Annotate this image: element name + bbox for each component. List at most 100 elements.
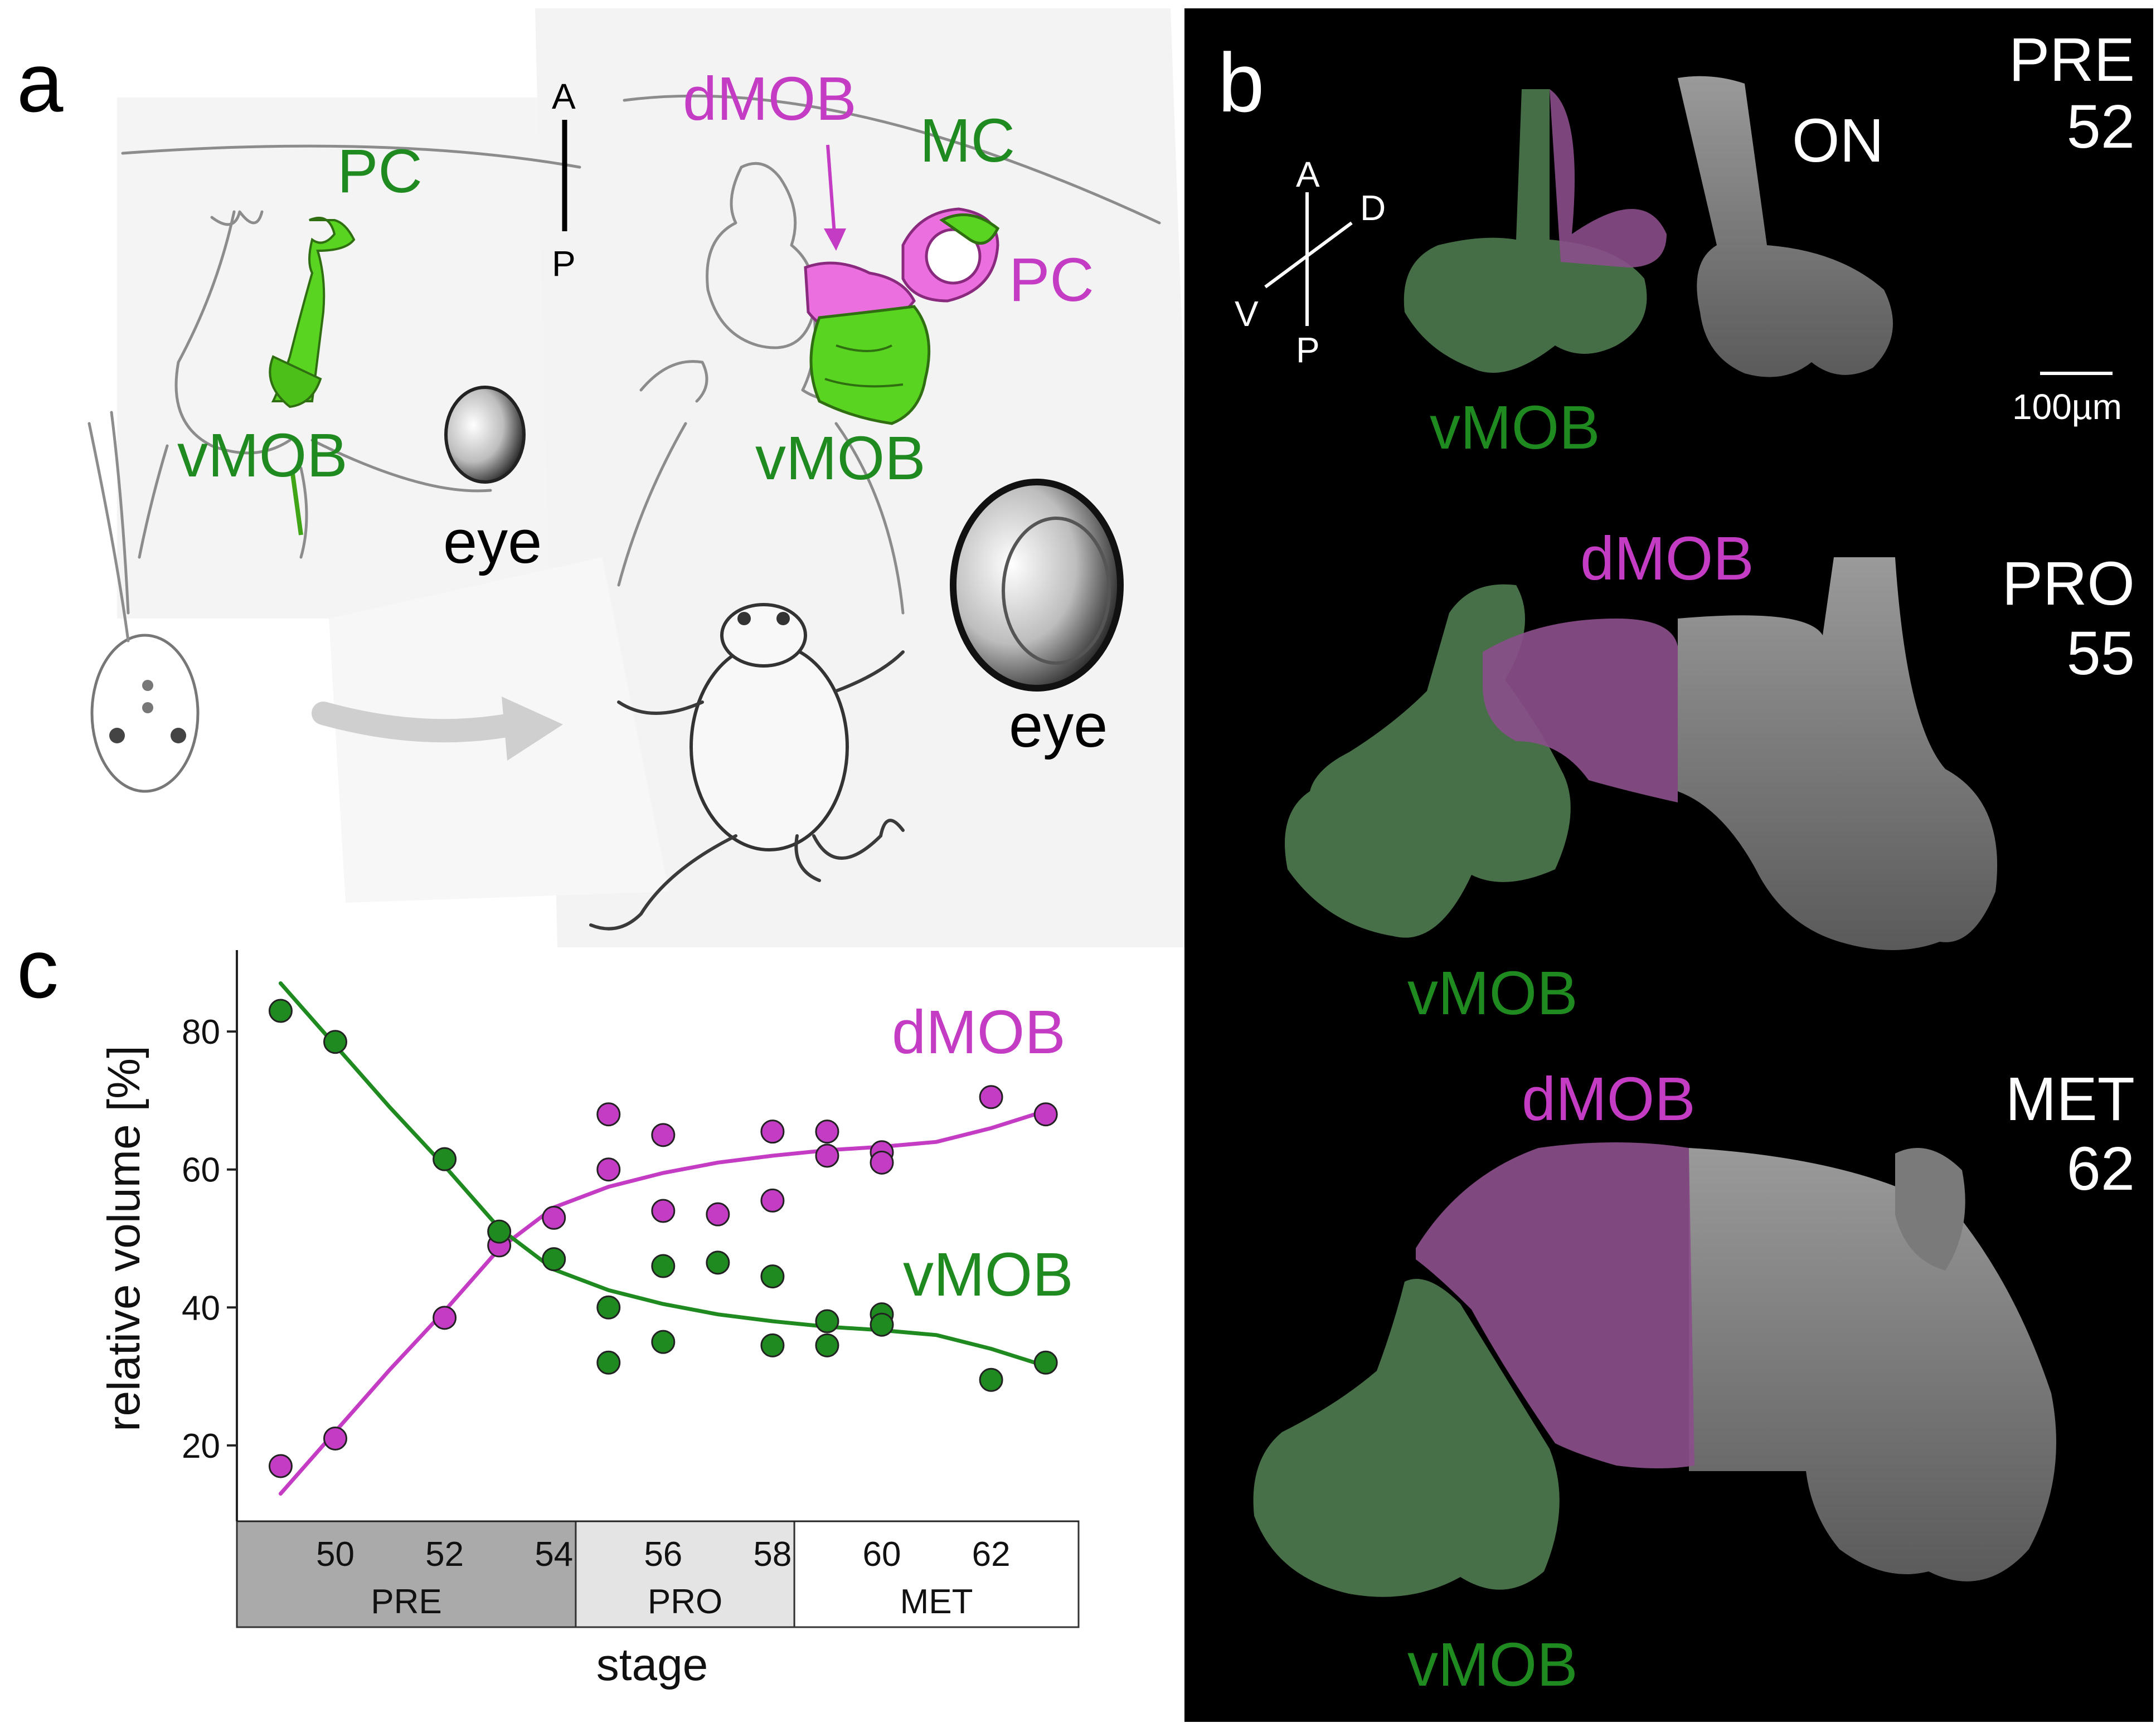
dmob-data-point <box>651 1123 676 1147</box>
dmob-data-point <box>760 1188 785 1213</box>
pre-stage-name: PRE <box>2009 26 2135 94</box>
stage-band-label-pro: PRO <box>648 1583 722 1621</box>
pre-dmob-overlay <box>1550 89 1667 267</box>
x-tick-label: 52 <box>425 1535 464 1574</box>
frog-eye-label: eye <box>1009 692 1108 760</box>
axis-dorsal: D <box>1360 188 1386 228</box>
dmob-data-point <box>1033 1102 1058 1127</box>
vmob-data-point <box>760 1333 785 1357</box>
tadpole-pc-label: PC <box>337 137 423 206</box>
vmob-data-point <box>323 1030 347 1054</box>
frog-mob-highlight <box>804 207 1000 425</box>
dmob-data-point <box>706 1202 730 1226</box>
pro-stage-name: PRO <box>2002 549 2135 618</box>
met-vmob-label: vMOB <box>1407 1630 1578 1699</box>
axis-anterior: A <box>1296 154 1320 194</box>
dmob-data-point <box>596 1102 621 1127</box>
stage-band-label-met: MET <box>900 1583 973 1621</box>
micrograph-pre: ON vMOB PRE 52 <box>1404 26 2135 462</box>
tadpole-eye-sketch <box>444 386 526 484</box>
vmob-data-point <box>542 1247 566 1272</box>
dmob-data-point <box>815 1143 839 1168</box>
frog-vmob-label: vMOB <box>755 424 926 493</box>
froglet-sketch <box>589 603 905 931</box>
vmob-data-point <box>596 1350 621 1375</box>
dmob-data-point <box>870 1150 894 1175</box>
met-stage-number: 62 <box>2067 1135 2135 1203</box>
vmob-series-label: vMOB <box>903 1240 1074 1309</box>
panel-b: b A P D V ON vMOB PRE 52 100µm dMOB <box>1184 8 2153 1722</box>
tadpole-vmob-label: vMOB <box>177 421 348 490</box>
vmob-data-point <box>870 1312 894 1337</box>
dmob-data-point <box>323 1426 347 1451</box>
tadpole-brain-sketch <box>88 144 581 793</box>
pro-dmob-overlay <box>1483 619 1678 802</box>
frog-mc-label: MC <box>920 106 1015 175</box>
panel-a-letter: a <box>17 36 64 129</box>
vmob-data-point <box>979 1367 1003 1392</box>
pre-vmob-label: vMOB <box>1430 393 1600 462</box>
met-vmob-overlay <box>1253 1279 1560 1597</box>
x-tick-label: 50 <box>316 1535 355 1574</box>
vmob-data-point <box>706 1250 730 1275</box>
y-tick-label: 80 <box>182 1013 220 1052</box>
dmob-pointer-line <box>826 144 836 235</box>
x-tick-label: 56 <box>644 1535 682 1574</box>
x-tick-label: 54 <box>535 1535 573 1574</box>
x-tick-label: 62 <box>972 1535 1011 1574</box>
axis-posterior: P <box>1296 330 1320 370</box>
met-on-stump <box>1895 1148 1965 1271</box>
vmob-data-point <box>268 999 293 1023</box>
development-arrow-head <box>502 697 563 761</box>
panel-b-letter: b <box>1218 36 1264 129</box>
met-dmob-label: dMOB <box>1522 1065 1696 1133</box>
orient-a-anterior: A <box>552 76 576 116</box>
panel-a: a PC vMOB <box>17 8 1204 947</box>
y-tick-label: 20 <box>182 1427 220 1466</box>
vmob-data-point <box>760 1264 785 1289</box>
vmob-data-point <box>487 1219 512 1244</box>
vmob-data-point <box>815 1333 839 1357</box>
pre-vmob-overlay <box>1404 89 1647 373</box>
orient-a-posterior: P <box>552 244 576 284</box>
vmob-data-point <box>433 1147 457 1171</box>
dmob-data-point <box>815 1120 839 1144</box>
vmob-data-point <box>651 1254 676 1278</box>
vmob-fit-curve <box>278 981 1048 1368</box>
met-stage-name: MET <box>2006 1065 2135 1133</box>
sketch-backdrop-left <box>117 98 596 619</box>
pre-stage-number: 52 <box>2067 93 2135 161</box>
micrograph-met: dMOB vMOB MET 62 <box>1253 1065 2135 1699</box>
tadpole-eye-label: eye <box>443 508 542 576</box>
micrograph-pro: dMOB vMOB PRO 55 <box>1285 524 2135 1028</box>
dmob-data-point <box>596 1157 621 1182</box>
development-arrow <box>312 702 525 743</box>
y-tick-label: 60 <box>182 1151 220 1190</box>
dmob-data-point <box>542 1205 566 1230</box>
pro-brain-tissue <box>1678 557 1998 950</box>
vmob-data-point <box>815 1309 839 1333</box>
tadpole-mob-highlight <box>269 217 356 536</box>
relative-volume-chart: PRE PRO MET 20 40 60 80 50 52 54 56 58 60 62 <box>182 950 1080 1628</box>
axis-ventral: V <box>1235 294 1259 334</box>
frog-eye-sketch <box>950 479 1124 692</box>
pre-brain-tissue <box>1678 76 1893 377</box>
vmob-data-point <box>596 1295 621 1320</box>
orientation-cross: A P D V <box>1235 154 1386 370</box>
frog-dmob-label: dMOB <box>683 65 857 133</box>
dmob-series-label: dMOB <box>892 998 1066 1067</box>
stage-band-met <box>793 1520 1080 1628</box>
pre-on-label: ON <box>1792 106 1884 175</box>
dmob-pointer-head <box>824 228 846 251</box>
dmob-data-point <box>268 1454 293 1478</box>
pro-vmob-label: vMOB <box>1407 959 1578 1028</box>
dmob-data-point <box>760 1120 785 1144</box>
x-tick-label: 60 <box>863 1535 901 1574</box>
met-brain-tissue <box>1689 1148 2056 1581</box>
y-tick-label: 40 <box>182 1289 220 1327</box>
panel-c-letter: c <box>17 922 59 1015</box>
dmob-fit-curve <box>278 1109 1048 1496</box>
vmob-data-point <box>651 1330 676 1354</box>
frog-pc-label: PC <box>1009 246 1094 314</box>
